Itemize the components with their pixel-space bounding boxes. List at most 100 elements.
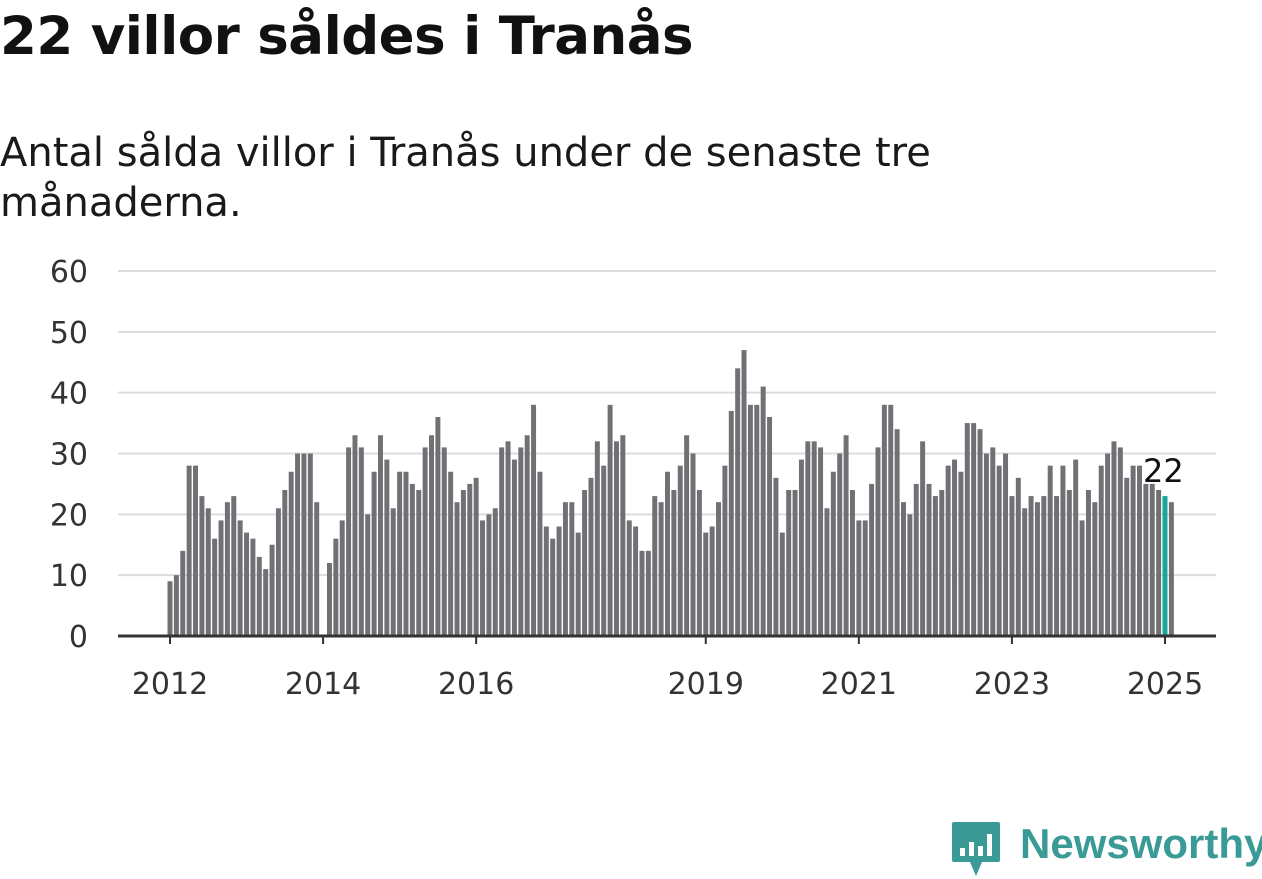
bar: [645, 550, 651, 636]
bar: [307, 453, 313, 636]
newsworthy-chat-chart-icon: [952, 822, 1000, 876]
bar: [926, 483, 932, 636]
bar: [346, 447, 352, 636]
bar: [397, 471, 403, 636]
bar: [613, 441, 619, 636]
bar: [282, 490, 288, 636]
bar: [1111, 441, 1117, 636]
bar: [869, 483, 875, 636]
x-tick-label: 2014: [285, 667, 361, 702]
bar: [735, 368, 741, 636]
chart-subtitle: Antal sålda villor i Tranås under de sen…: [0, 130, 931, 226]
bar: [881, 404, 887, 636]
bar: [1028, 496, 1034, 636]
bar: [779, 532, 785, 636]
bar: [244, 532, 250, 636]
bar: [760, 386, 766, 636]
bar: [429, 435, 434, 636]
bar: [492, 508, 498, 636]
bar: [1054, 496, 1060, 636]
bar: [403, 471, 409, 636]
bar: [798, 459, 804, 636]
bar: [1041, 496, 1047, 636]
bar: [1130, 465, 1136, 636]
bar: [939, 490, 945, 636]
bar: [652, 496, 658, 636]
bar: [167, 581, 173, 636]
bar: [837, 453, 843, 636]
bar: [269, 544, 275, 636]
bar: [620, 435, 626, 636]
bar: [658, 502, 664, 636]
x-tick-label: 2023: [974, 667, 1050, 702]
bar: [1105, 453, 1111, 636]
bar: [843, 435, 849, 636]
bar: [792, 490, 798, 636]
x-tick-label: 2019: [668, 667, 744, 702]
bar: [932, 496, 938, 636]
bar: [696, 490, 702, 636]
bar: [920, 441, 926, 636]
bar: [416, 490, 422, 636]
bar: [575, 532, 581, 636]
bar: [983, 453, 989, 636]
bar: [703, 532, 709, 636]
highlight-value-label: 22: [1143, 452, 1184, 490]
bar: [511, 459, 517, 636]
bar: [193, 465, 199, 636]
y-tick-label: 0: [69, 620, 88, 655]
bar: [1073, 459, 1079, 636]
bar: [480, 520, 486, 636]
bar: [550, 538, 556, 636]
highlight-bar: [1162, 496, 1168, 636]
bar: [212, 538, 218, 636]
y-tick-label: 30: [50, 438, 88, 473]
bar: [1098, 465, 1104, 636]
bar: [1066, 490, 1072, 636]
bar: [562, 502, 568, 636]
bar: [709, 526, 715, 636]
bar: [964, 423, 970, 636]
bar: [741, 350, 747, 636]
bar: [180, 550, 186, 636]
bar: [467, 483, 473, 636]
bar: [849, 490, 855, 636]
bar: [531, 404, 537, 636]
bar: [1149, 483, 1155, 636]
bar: [824, 508, 830, 636]
bar: [894, 429, 900, 636]
bar: [588, 477, 594, 636]
bar: [524, 435, 530, 636]
bar: [250, 538, 256, 636]
x-tick-label: 2021: [821, 667, 897, 702]
bar: [263, 569, 269, 636]
chart-title: 22 villor såldes i Tranås: [0, 6, 694, 67]
bar: [945, 465, 951, 636]
bar: [977, 429, 983, 636]
bar: [205, 508, 211, 636]
bar: [786, 490, 792, 636]
bar: [569, 502, 575, 636]
bar: [473, 477, 479, 636]
bar: [1015, 477, 1021, 636]
bar: [505, 441, 511, 636]
bar: [1136, 465, 1142, 636]
bar: [454, 502, 460, 636]
bar: [728, 410, 734, 636]
bar: [365, 514, 371, 636]
bar: [1003, 453, 1009, 636]
bar: [811, 441, 817, 636]
bar: [339, 520, 345, 636]
bar: [173, 575, 179, 636]
bar: [671, 490, 677, 636]
bar: [499, 447, 505, 636]
bar: [722, 465, 728, 636]
bar: [199, 496, 205, 636]
bar: [767, 417, 773, 636]
bar: [601, 465, 607, 636]
bar: [333, 538, 339, 636]
bar: [390, 508, 396, 636]
bar-chart: 0 10 20 30 40 50 60 2012 2014 2016 2019 2021 2023 202…: [50, 255, 1216, 702]
bar: [256, 556, 262, 636]
bar: [186, 465, 192, 636]
